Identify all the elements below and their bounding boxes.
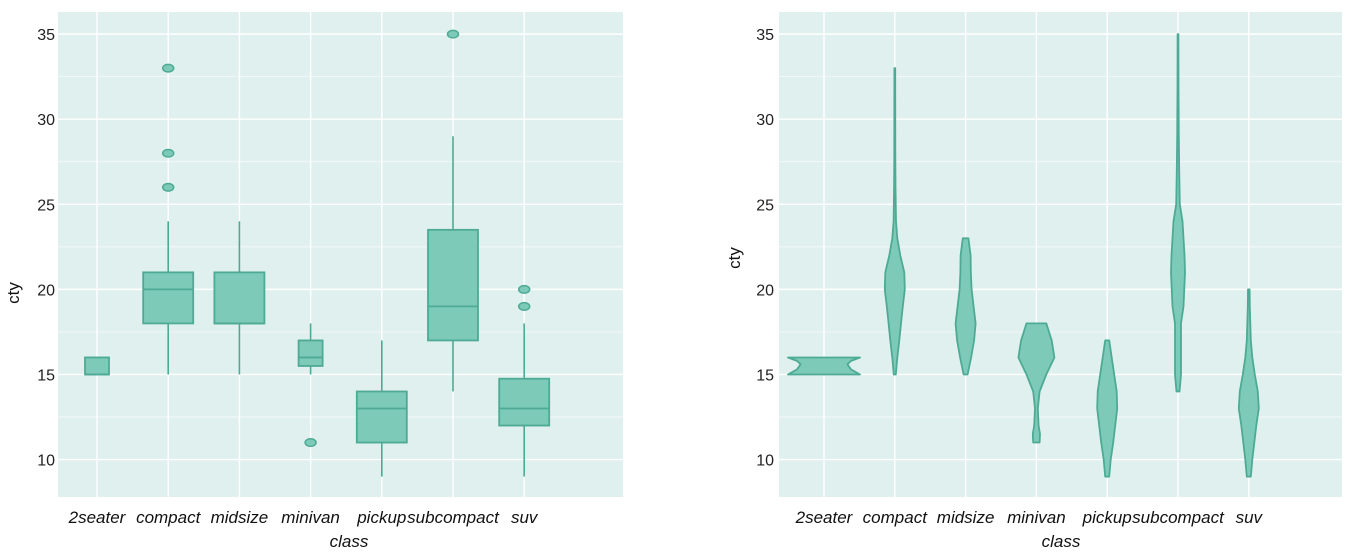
box-iqr: [84, 356, 110, 376]
y-tick-label: 25: [756, 197, 774, 214]
y-tick-label: 15: [756, 367, 774, 384]
x-tick-label: subcompact: [1132, 508, 1225, 527]
x-tick-label: pickup: [356, 508, 406, 527]
box-iqr: [297, 339, 324, 367]
box-midsize: [213, 221, 266, 375]
boxplot-chart: 10 15 20 25 30 35 2seater compact midsize miniva…: [4, 12, 623, 551]
violin-pickup: [1096, 339, 1119, 478]
box-compact: [142, 63, 195, 375]
x-tick-label: midsize: [937, 508, 995, 527]
y-tick-labels: 10 15 20 25 30 35: [756, 27, 774, 469]
plot-panel: [779, 12, 1342, 497]
y-tick-label: 30: [37, 112, 55, 129]
violin-2seater: [787, 356, 861, 376]
x-tick-label: suv: [511, 508, 539, 527]
x-tick-label: suv: [1236, 508, 1264, 527]
x-tick-label: compact: [136, 508, 202, 527]
x-tick-label: 2seater: [68, 508, 127, 527]
boxplot-marks: [84, 29, 551, 477]
box-iqr: [142, 271, 195, 325]
outlier-point: [446, 29, 460, 39]
y-tick-label: 10: [756, 453, 774, 470]
x-tick-label: 2seater: [795, 508, 854, 527]
violin-marks: [787, 33, 1260, 478]
violin-compact: [883, 67, 906, 376]
x-tick-label: pickup: [1082, 508, 1132, 527]
outlier-point: [517, 284, 531, 294]
box-suv: [498, 284, 551, 477]
box-iqr: [213, 271, 266, 325]
box-iqr: [355, 390, 408, 444]
outlier-point: [304, 437, 317, 448]
y-tick-label: 35: [37, 27, 55, 44]
x-tick-label: minivan: [1007, 508, 1066, 527]
y-tick-label: 10: [37, 453, 55, 470]
x-tick-label: minivan: [281, 508, 340, 527]
y-tick-label: 20: [756, 282, 774, 299]
y-tick-label: 35: [756, 27, 774, 44]
violin-chart: 10 15 20 25 30 35 2seater compact midsize miniva…: [725, 12, 1342, 551]
outlier-point: [517, 301, 531, 311]
violin-suv: [1237, 288, 1260, 478]
violin-subcompact: [1170, 33, 1186, 393]
x-tick-labels: 2seater compact midsize minivan pickup subcom…: [795, 508, 1264, 527]
box-2seater: [84, 356, 110, 376]
x-axis-title: class: [330, 532, 369, 551]
y-tick-label: 20: [37, 282, 55, 299]
y-tick-labels: 10 15 20 25 30 35: [37, 27, 55, 469]
x-axis-title: class: [1042, 532, 1081, 551]
outlier-point: [161, 182, 175, 192]
x-tick-label: midsize: [211, 508, 269, 527]
box-pickup: [355, 340, 408, 477]
outlier-point: [161, 63, 175, 73]
y-tick-label: 30: [756, 112, 774, 129]
box-subcompact: [427, 29, 479, 392]
outlier-point: [161, 148, 175, 158]
box-minivan: [297, 323, 324, 448]
y-tick-label: 15: [37, 367, 55, 384]
y-tick-label: 25: [37, 197, 55, 214]
y-axis-title: cty: [4, 282, 23, 304]
box-iqr: [498, 377, 551, 427]
x-tick-label: subcompact: [407, 508, 500, 527]
violin-minivan: [1017, 322, 1056, 444]
y-axis-title: cty: [725, 247, 744, 269]
box-iqr: [427, 228, 479, 342]
violin-midsize: [954, 237, 977, 376]
x-tick-labels: 2seater compact midsize minivan pickup subcom…: [68, 508, 539, 527]
x-tick-label: compact: [863, 508, 929, 527]
